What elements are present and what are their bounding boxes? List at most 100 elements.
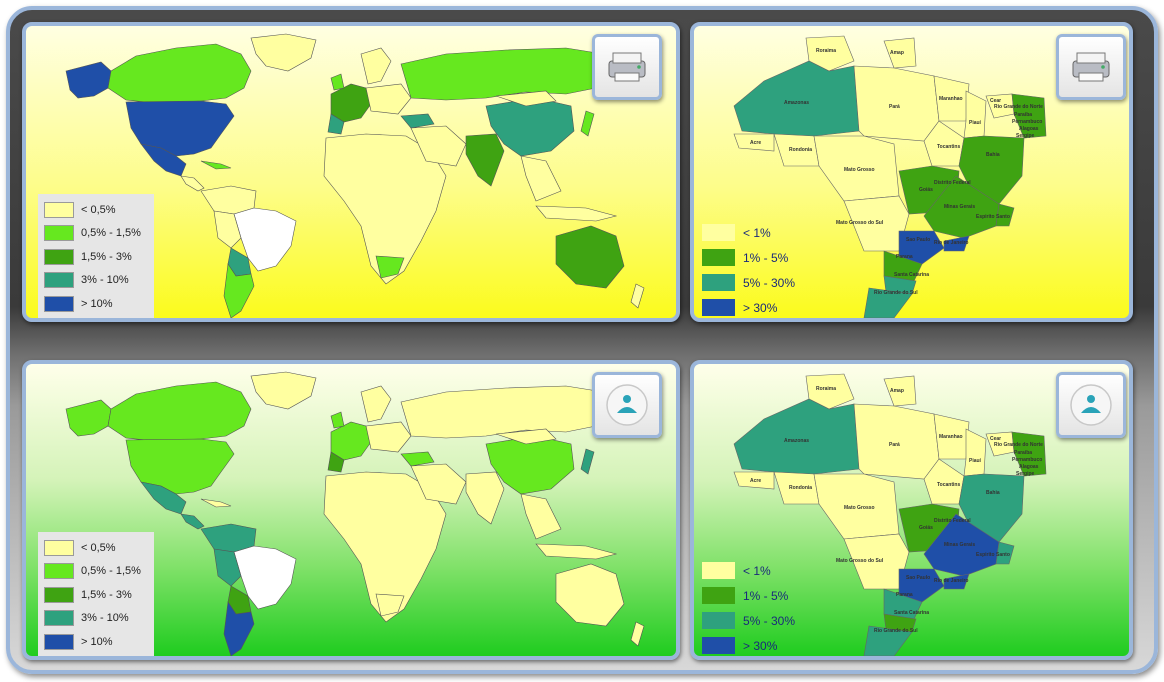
state-sp — [898, 568, 945, 603]
legend-item: > 30% — [702, 633, 795, 656]
state-label: Rio Grande do Sul — [874, 628, 918, 634]
state-amazonas — [733, 398, 860, 475]
state-label: Roraima — [816, 48, 836, 54]
state-roraima — [805, 35, 855, 72]
region-greenland — [250, 33, 317, 72]
state-label: Amazonas — [784, 438, 809, 444]
legend-label: > 10% — [81, 297, 113, 310]
legend-label: 1% - 5% — [743, 588, 789, 603]
region-argentina — [223, 601, 255, 656]
state-label: Pará — [889, 104, 900, 110]
state-label: Pernambuco — [1012, 119, 1042, 125]
region-se-asia — [520, 155, 562, 202]
region-australia — [555, 563, 625, 627]
legend-item: 1,5% - 3% — [44, 245, 148, 269]
brazil-map-panel-top: Roraima Amap Amazonas Pará Maranhao Cear… — [690, 22, 1133, 322]
region-eastern-europe — [365, 83, 412, 115]
legend-item: 0,5% - 1,5% — [44, 222, 148, 246]
state-piaui — [963, 428, 987, 477]
region-new-zealand — [630, 621, 645, 647]
region-uk — [330, 73, 345, 91]
state-label: Paraiba — [1014, 450, 1032, 456]
legend-swatch — [702, 587, 735, 604]
legend-swatch — [44, 563, 74, 580]
state-label: Espirito Santo — [976, 552, 1010, 558]
state-acre — [733, 471, 775, 490]
state-label: Goiás — [919, 187, 933, 193]
state-ne — [1011, 93, 1047, 139]
legend-label: 0,5% - 1,5% — [81, 565, 141, 578]
region-scandinavia — [360, 47, 392, 85]
state-sp — [898, 230, 945, 265]
legend-swatch — [702, 637, 735, 654]
state-label: Acre — [750, 140, 761, 146]
state-label: Parana — [896, 254, 913, 260]
world-map-panel-top: < 0,5% 0,5% - 1,5% 1,5% - 3% 3% - 10% > … — [22, 22, 680, 322]
legend-label: < 1% — [743, 563, 771, 578]
legend-item: 1% - 5% — [702, 245, 795, 270]
region-argentina — [223, 263, 255, 318]
region-turkey — [400, 113, 435, 129]
person-icon — [1070, 384, 1112, 426]
legend-label: 1,5% - 3% — [81, 588, 132, 601]
state-label: Espirito Santo — [976, 214, 1010, 220]
state-label: Goiás — [919, 525, 933, 531]
printer-icon — [608, 52, 646, 82]
region-mongolia — [495, 90, 557, 107]
state-label: Amazonas — [784, 100, 809, 106]
state-label: Piauí — [969, 458, 982, 464]
state-label: Roraima — [816, 386, 836, 392]
region-caribbean — [200, 160, 232, 170]
legend-swatch — [702, 299, 735, 316]
state-amapa — [883, 375, 917, 407]
main-frame: < 0,5% 0,5% - 1,5% 1,5% - 3% 3% - 10% > … — [6, 6, 1158, 674]
legend-item: 1% - 5% — [702, 583, 795, 608]
world-legend-bottom: < 0,5% 0,5% - 1,5% 1,5% - 3% 3% - 10% > … — [38, 532, 154, 656]
legend-label: 1,5% - 3% — [81, 250, 132, 263]
world-map-panel-bottom: < 0,5% 0,5% - 1,5% 1,5% - 3% 3% - 10% > … — [22, 360, 680, 660]
region-middle-east — [410, 125, 467, 167]
legend-swatch — [44, 539, 74, 556]
state-rj — [943, 235, 970, 252]
legend-swatch — [44, 248, 74, 265]
state-label: Cear — [990, 436, 1001, 442]
region-middle-east — [410, 463, 467, 505]
state-label: Amap — [890, 50, 904, 56]
region-mexico — [140, 143, 187, 177]
state-rs — [863, 287, 913, 318]
printer-badge[interactable] — [1056, 34, 1126, 100]
legend-item: < 1% — [702, 220, 795, 245]
region-indonesia — [535, 543, 618, 560]
region-india — [465, 133, 505, 187]
region-eastern-europe — [365, 421, 412, 453]
state-rj — [943, 573, 970, 590]
region-japan — [580, 110, 595, 137]
state-label: Alagoas — [1019, 464, 1039, 470]
state-label: Bahia — [986, 152, 1000, 158]
state-label: Sao Paulo — [906, 237, 930, 243]
legend-item: 5% - 30% — [702, 608, 795, 633]
printer-badge[interactable] — [592, 34, 662, 100]
state-label: Distrito Federal — [934, 180, 971, 186]
region-alaska — [65, 61, 112, 99]
region-africa — [323, 471, 447, 623]
state-rs — [863, 625, 913, 656]
legend-item: > 10% — [44, 630, 148, 654]
person-badge[interactable] — [592, 372, 662, 438]
region-turkey — [400, 451, 435, 467]
state-label: Pernambuco — [1012, 457, 1042, 463]
legend-swatch — [44, 633, 74, 650]
region-indonesia — [535, 205, 618, 222]
state-label: Minas Gerais — [944, 542, 975, 548]
legend-label: 3% - 10% — [81, 612, 129, 625]
region-new-zealand — [630, 283, 645, 309]
person-badge[interactable] — [1056, 372, 1126, 438]
state-amazonas — [733, 60, 860, 137]
legend-swatch — [44, 586, 74, 603]
person-icon — [606, 384, 648, 426]
region-mexico — [140, 481, 187, 515]
state-label: Santa Catarina — [894, 610, 929, 616]
state-label: Rio Grande do Norte — [994, 442, 1043, 448]
legend-label: < 0,5% — [81, 203, 116, 216]
legend-label: 1% - 5% — [743, 250, 789, 265]
